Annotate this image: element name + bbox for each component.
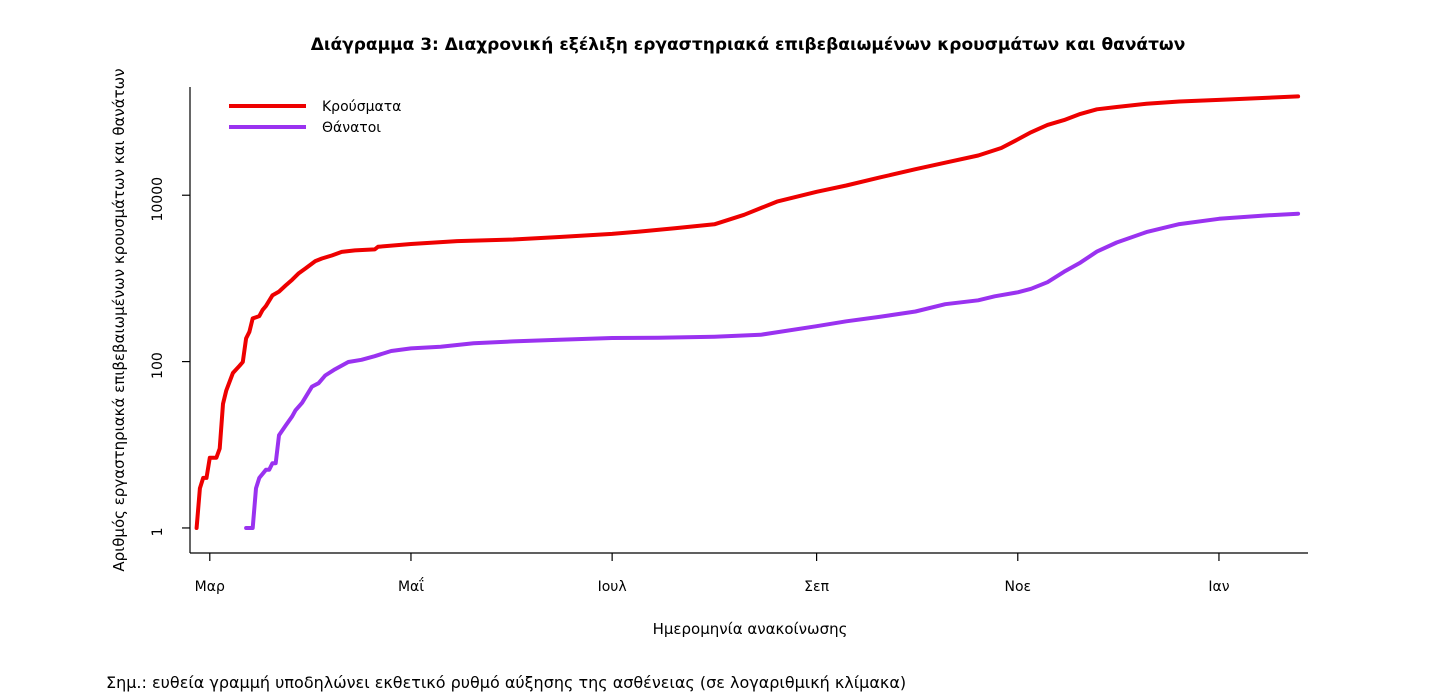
y-tick-label: 10000: [150, 177, 166, 222]
legend-label-deaths: Θάνατοι: [322, 120, 381, 136]
x-axis-label: Ημερομηνία ανακοίνωσης: [653, 620, 848, 638]
legend-label-cases: Κρούσματα: [322, 99, 401, 115]
axes: 1 100 10000 Μαρ Μαΐ Ιουλ Σεπ Νοε Ιαν: [150, 87, 1308, 595]
y-ticks: 1 100 10000: [150, 177, 190, 536]
x-ticks: Μαρ Μαΐ Ιουλ Σεπ Νοε Ιαν: [195, 553, 1230, 595]
series-line-deaths: [244, 211, 1301, 530]
y-tick-label: 1: [150, 527, 166, 536]
legend: Κρούσματα Θάνατοι: [229, 99, 401, 136]
x-tick-label: Ιουλ: [598, 579, 627, 595]
y-tick-label: 100: [150, 352, 166, 379]
x-tick-label: Ιαν: [1208, 579, 1229, 595]
x-tick-label: Μαρ: [195, 579, 225, 595]
chart-title: Διάγραμμα 3: Διαχρονική εξέλιξη εργαστηρ…: [311, 35, 1186, 55]
series-line-cases: [194, 94, 1301, 530]
series-layer: [194, 94, 1301, 530]
x-tick-label: Μαΐ: [398, 577, 424, 595]
footnote: Σημ.: ευθεία γραμμή υποδηλώνει εκθετικό …: [106, 673, 907, 692]
x-tick-label: Σεπ: [804, 579, 829, 595]
y-axis-label: Αριθμός εργαστηριακά επιβεβαιωμένων κρου…: [110, 68, 128, 571]
x-tick-label: Νοε: [1004, 579, 1031, 595]
